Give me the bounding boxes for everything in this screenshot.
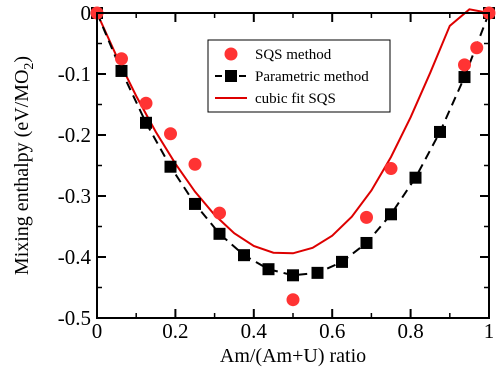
parametric-point: [140, 116, 152, 129]
sqs-point: [458, 58, 471, 72]
parametric-point: [409, 171, 422, 184]
y-tick-label: -0.1: [58, 62, 91, 86]
tick-labels: 0 0.2 0.4 0.6 0.8 1 0 -0.1 -0.2 -0.3 -0.4 -0.5: [58, 1, 495, 343]
parametric-point: [311, 266, 324, 279]
parametric-point: [164, 160, 177, 173]
sqs-point: [115, 52, 128, 66]
parametric-point: [287, 269, 299, 282]
sqs-point: [188, 157, 202, 171]
x-tick-label: 0.6: [319, 319, 345, 343]
x-tick-label: 0.2: [162, 319, 188, 343]
legend-sqs-label: SQS method: [255, 47, 332, 63]
tick-marks: [96, 12, 490, 319]
y-axis-title-main: Mixing enthalpy (eV/MO: [11, 70, 33, 276]
y-axis-title-subscript: 2: [22, 63, 37, 70]
y-tick-label: 0: [81, 1, 92, 25]
parametric-point: [238, 249, 250, 262]
parametric-point: [434, 125, 446, 138]
legend-sqs-marker: [224, 47, 238, 61]
legend: SQS method Parametric method cubic fit S…: [207, 39, 391, 113]
y-axis-title: Mixing enthalpy (eV/MO2): [11, 56, 37, 275]
parametric-point: [336, 255, 348, 268]
x-tick-label: 0: [92, 319, 103, 343]
sqs-point: [286, 293, 300, 307]
x-tick-label: 1: [484, 319, 495, 343]
legend-fit-label: cubic fit SQS: [255, 91, 336, 107]
sqs-point: [360, 210, 373, 224]
legend-parametric-marker: [225, 70, 237, 82]
parametric-point: [213, 227, 226, 240]
legend-box: [207, 39, 391, 113]
sqs-point: [213, 206, 226, 220]
sqs-point: [164, 127, 177, 141]
parametric-line: [96, 12, 490, 277]
x-tick-label: 0.8: [397, 319, 423, 343]
parametric-point: [458, 71, 471, 84]
sqs-point: [384, 162, 398, 176]
fit-curve-layer: [96, 8, 490, 255]
sqs-point: [139, 96, 153, 110]
y-axis-title-close: ): [11, 56, 33, 63]
parametric-point: [115, 64, 128, 77]
parametric-point: [189, 197, 201, 210]
parametric-point: [360, 236, 373, 249]
y-tick-label: -0.2: [58, 123, 91, 147]
y-tick-label: -0.5: [58, 306, 91, 330]
legend-parametric-label: Parametric method: [255, 69, 369, 85]
y-tick-label: -0.4: [58, 245, 92, 269]
y-tick-label: -0.3: [58, 184, 91, 208]
x-tick-label: 0.4: [241, 319, 268, 343]
sqs-point: [470, 41, 484, 55]
parametric-point: [262, 263, 275, 276]
parametric-point: [385, 208, 397, 221]
fit-curve-line: [96, 8, 490, 255]
parametric-series-layer: [91, 7, 495, 282]
x-axis-title: Am/(Am+U) ratio: [220, 345, 366, 367]
